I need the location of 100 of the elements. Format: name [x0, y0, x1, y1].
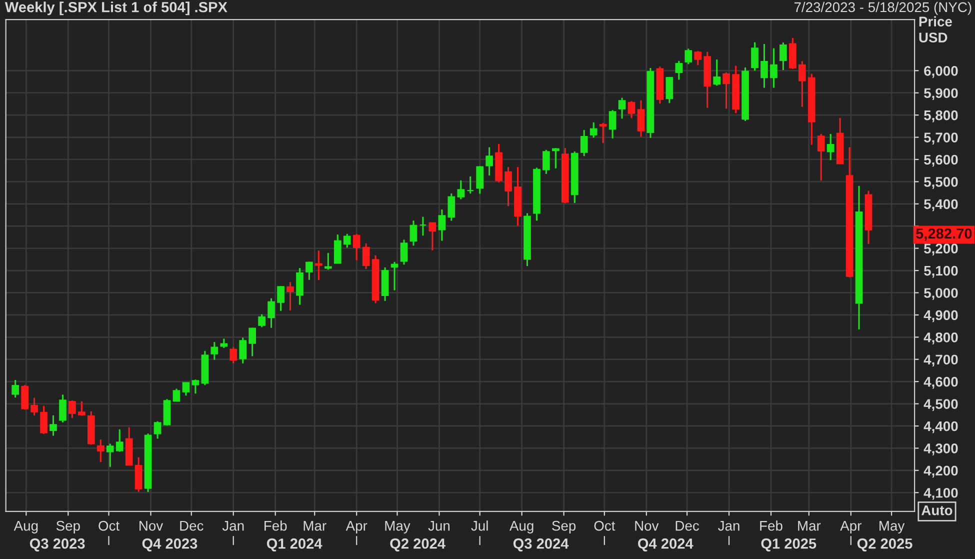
x-tick-label: Sep — [552, 520, 576, 534]
candlestick — [30, 397, 38, 416]
candlestick — [50, 414, 57, 437]
candlestick — [59, 394, 66, 424]
y-tick-label: 5,900 — [924, 88, 958, 100]
chart-title: Weekly [.SPX List 1 of 504] .SPX — [4, 2, 228, 16]
candlestick — [163, 398, 171, 426]
y-tick-label: 4,600 — [924, 376, 958, 389]
text: 5,282.70 — [916, 228, 972, 241]
x-tick-label: Sep — [56, 520, 80, 534]
candlestick — [552, 147, 560, 170]
candlestick — [258, 314, 266, 328]
candlestick — [68, 400, 76, 419]
y-tick-label: 5,200 — [924, 244, 958, 256]
x-tick-label: Mar — [798, 521, 821, 531]
x-tick-label: Aug — [509, 521, 534, 534]
y-tick-label: 5,100 — [924, 266, 958, 278]
candlestick — [694, 50, 702, 66]
candlestick — [248, 327, 256, 358]
candlestick — [362, 242, 370, 270]
candlestick — [713, 58, 720, 86]
candlestick — [210, 341, 218, 361]
text: Auto — [922, 506, 952, 516]
x-tick-label: Jan — [222, 521, 244, 531]
x-tick-label: Apr — [840, 521, 862, 534]
y-tick-label: 5,000 — [924, 288, 958, 300]
candlestick — [324, 252, 332, 270]
candlestick — [780, 42, 787, 71]
candlestick — [466, 176, 474, 194]
candlestick — [637, 100, 645, 138]
x-tick-label: May — [385, 521, 410, 534]
x2-tick-label: Q3 2023 — [30, 538, 85, 552]
y-tick-label: 5,800 — [924, 110, 958, 122]
candlestick — [239, 336, 247, 364]
candlestick — [590, 122, 598, 138]
candlestick — [277, 285, 284, 312]
candlestick — [334, 234, 342, 264]
candlestick — [315, 250, 322, 281]
y-tick-label: 6,000 — [924, 66, 958, 78]
y-tick-label: 4,100 — [924, 488, 958, 500]
x2-tick-label: Q1 2024 — [266, 538, 322, 552]
x-tick-label: Dec — [676, 521, 700, 531]
candlestick — [457, 180, 465, 200]
y-tick-label: 4,500 — [924, 399, 958, 411]
x2-tick-label: Q2 2024 — [390, 538, 446, 552]
x-tick-label: Apr — [346, 521, 368, 534]
candlestick — [599, 122, 607, 144]
candlestick — [78, 400, 86, 417]
candlestick — [106, 442, 114, 468]
x2-tick-label: Q1 2025 — [761, 538, 816, 552]
y-tick-label: 4,400 — [924, 421, 958, 434]
candlestick — [286, 281, 294, 312]
candlestick — [675, 60, 683, 81]
x-tick-label: Nov — [635, 521, 659, 531]
y-tick-label: 4,700 — [924, 354, 958, 367]
candlestick — [192, 378, 200, 394]
candlestick — [220, 338, 228, 349]
y-tick-label: 5,600 — [924, 154, 958, 167]
candlestick — [40, 405, 48, 435]
y-tick-label: 5,500 — [924, 177, 958, 189]
candlestick — [817, 133, 825, 182]
y-tick-label: 5,400 — [924, 199, 958, 212]
candlestick — [296, 267, 304, 306]
candlestick — [428, 222, 436, 252]
candlestick — [306, 260, 313, 281]
candlestick — [618, 96, 626, 120]
x-tick-label: Aug — [14, 521, 38, 534]
candlestick — [628, 100, 636, 119]
x-tick-label: Jul — [471, 520, 488, 531]
candlestick — [751, 41, 758, 72]
candlestick — [542, 149, 550, 175]
candlestick — [770, 47, 778, 89]
y-tick-label: 5,700 — [924, 132, 958, 144]
candlestick — [230, 346, 238, 364]
candlestick — [438, 208, 446, 242]
candlestick — [21, 384, 28, 410]
x-tick-label: Dec — [180, 521, 204, 531]
candlestick — [182, 382, 190, 396]
chart-subtitle: 7/23/2023 - 5/18/2025 (NYC) — [794, 2, 972, 15]
candlestick — [826, 133, 834, 161]
y-tick-label: 4,900 — [924, 310, 958, 322]
candlestick — [760, 43, 768, 89]
candlestick — [722, 72, 730, 110]
candlestick — [343, 233, 351, 248]
x-tick-label: Oct — [594, 520, 616, 531]
y-tick-label: 4,300 — [924, 444, 958, 456]
x-tick-label: Oct — [98, 520, 120, 531]
y-tick-label: 4,800 — [924, 332, 958, 344]
x-tick-label: May — [880, 521, 905, 534]
x-tick-label: Jan — [718, 521, 740, 531]
candlestick — [12, 379, 19, 398]
x-tick-label: Feb — [760, 520, 782, 531]
candlestick — [486, 146, 493, 176]
candlestick — [390, 261, 398, 292]
candlestick — [476, 165, 484, 194]
candlestick — [666, 76, 674, 104]
candlestick — [419, 216, 427, 236]
candlestick — [789, 37, 796, 70]
x2-tick-label: Q2 2025 — [857, 538, 912, 552]
candlestick — [154, 420, 162, 440]
